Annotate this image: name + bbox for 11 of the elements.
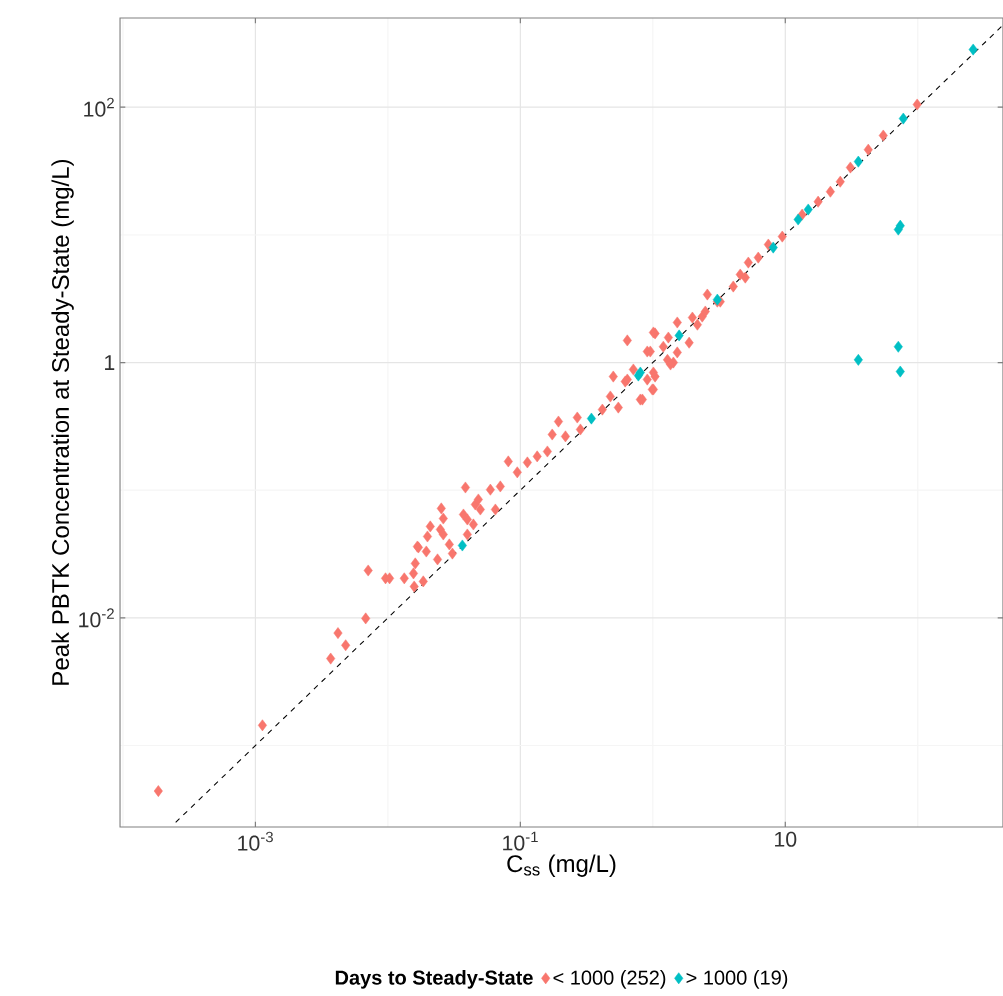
- legend-label: < 1000 (252): [553, 970, 666, 989]
- x-tick-label: 10$^{-3}$: [238, 831, 273, 851]
- x-axis-title: C$_{ss}$ (mg/L): [507, 854, 616, 877]
- x-tick-label: 10$^{-1}$: [503, 831, 538, 851]
- y-tick-label: 10$^{-2}$: [79, 608, 114, 628]
- legend-title: Days to Steady-State: [335, 970, 533, 989]
- y-axis-title: Peak PBTK Concentration at Steady-State (mg/L): [51, 159, 74, 685]
- y-tick-label: 1: [105, 355, 115, 370]
- y-tick-label: 10$^{2}$: [84, 97, 114, 117]
- x-tick-label: 10: [775, 831, 797, 847]
- legend-label: > 1000 (19): [686, 970, 788, 989]
